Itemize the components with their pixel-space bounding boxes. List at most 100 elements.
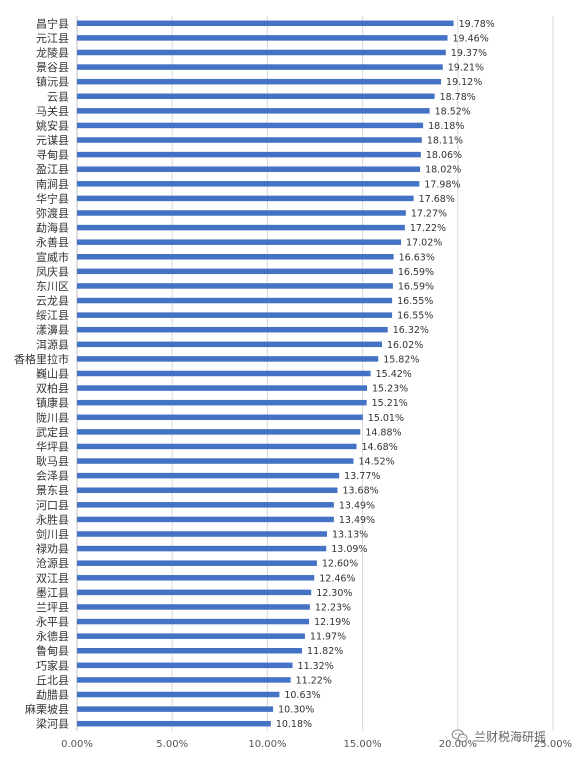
value-label: 12.30% (316, 588, 352, 599)
category-label: 永善县 (36, 235, 69, 249)
value-label: 15.42% (376, 369, 412, 380)
value-label: 17.02% (406, 238, 442, 249)
value-label: 18.18% (428, 121, 464, 132)
value-label: 19.37% (451, 48, 487, 59)
bar (77, 502, 334, 508)
value-label: 11.32% (298, 661, 334, 672)
value-label: 18.52% (435, 106, 471, 117)
value-label: 10.18% (276, 719, 312, 730)
x-tick-label: 15.00% (344, 739, 382, 750)
category-label: 宣威市 (36, 250, 69, 264)
value-label: 16.02% (387, 340, 423, 351)
value-label: 17.68% (419, 194, 455, 205)
value-label: 15.82% (383, 354, 419, 365)
bar (77, 108, 430, 114)
value-label: 16.59% (398, 281, 434, 292)
category-label: 沧源县 (36, 556, 69, 570)
category-label: 剑川县 (36, 527, 69, 541)
bar (77, 224, 405, 231)
category-label: 永德县 (36, 629, 69, 643)
category-label: 兰坪县 (36, 601, 69, 614)
category-label: 河口县 (36, 499, 69, 512)
value-label: 13.13% (332, 530, 368, 541)
category-label: 盈江县 (36, 163, 69, 176)
bar (77, 297, 393, 304)
bar (77, 254, 394, 260)
bar (77, 122, 424, 129)
category-label: 云县 (47, 90, 69, 103)
value-label: 12.19% (314, 617, 350, 628)
category-label: 镇沅县 (36, 75, 69, 89)
bar (77, 341, 383, 348)
value-label: 13.49% (339, 515, 375, 526)
bar (77, 604, 310, 610)
category-label: 镇康县 (36, 396, 69, 410)
category-label: 凤庆县 (36, 264, 69, 278)
category-label: 龙陵县 (36, 46, 69, 59)
bar (77, 691, 280, 698)
category-label: 梁河县 (36, 717, 69, 731)
bar (77, 677, 291, 683)
bar (77, 64, 443, 70)
category-label: 景东县 (36, 484, 69, 497)
x-tick-label: 20.00% (439, 739, 477, 750)
bar (77, 633, 305, 639)
bar (77, 662, 293, 669)
value-label: 14.68% (362, 442, 398, 453)
value-labels: 19.78% 19.46% 19.37% 19.21% 19.12% 18.78% 18.5… (276, 19, 495, 730)
category-label: 勐海县 (36, 221, 69, 235)
category-label: 丘北县 (36, 674, 69, 687)
x-tick-label: 25.00% (534, 739, 572, 750)
category-label: 麻栗坡县 (25, 702, 69, 716)
category-label: 华坪县 (36, 439, 69, 453)
bar (77, 181, 420, 187)
bar (77, 414, 363, 421)
bar (77, 385, 367, 391)
x-tick-label: 0.00% (61, 739, 93, 750)
category-label: 云龙县 (36, 295, 69, 308)
bar (77, 268, 393, 275)
bar (77, 35, 448, 41)
bar (77, 575, 315, 581)
value-label: 12.60% (322, 559, 358, 570)
category-label: 洱源县 (36, 337, 69, 351)
category-label: 元江县 (36, 32, 69, 45)
value-label: 18.06% (426, 150, 462, 161)
value-label: 15.21% (372, 398, 408, 409)
bar (77, 545, 327, 552)
x-axis-tick-labels: 0.00% 5.00% 10.00% 15.00% 20.00% 25.00% (61, 739, 572, 750)
value-label: 14.52% (358, 457, 394, 468)
category-label: 元谋县 (36, 134, 69, 147)
category-label: 鲁甸县 (36, 644, 69, 658)
value-label: 11.97% (310, 632, 346, 643)
category-label: 勐腊县 (36, 689, 69, 702)
bar (77, 618, 310, 625)
value-label: 18.02% (425, 165, 461, 176)
category-label: 寻甸县 (36, 149, 69, 162)
bar (77, 560, 317, 566)
bar (77, 356, 379, 362)
watermark-text: 兰财税海研摇 (474, 729, 547, 744)
value-label: 18.11% (427, 136, 463, 147)
watermark: 兰财税海研摇 (451, 726, 546, 746)
category-label: 武定县 (36, 425, 69, 439)
category-label: 双江县 (36, 572, 69, 585)
value-label: 13.68% (342, 486, 378, 497)
category-label: 昌宁县 (36, 16, 69, 30)
category-label: 东川区 (36, 280, 69, 293)
bar (77, 370, 371, 377)
value-label: 16.55% (397, 311, 433, 322)
bar (77, 589, 312, 596)
bar (77, 93, 435, 100)
bar (77, 720, 271, 727)
bar (77, 706, 274, 712)
category-labels: 昌宁县元江县龙陵县景谷县镇沅县云县马关县姚安县元谋县寻甸县盈江县南涧县华宁县弥渡… (14, 16, 69, 730)
category-label: 耿马县 (36, 454, 69, 468)
bar (77, 326, 388, 333)
value-label: 17.98% (424, 179, 460, 190)
category-label: 巧家县 (36, 658, 69, 672)
bar (77, 443, 357, 450)
category-label: 华宁县 (36, 191, 69, 205)
value-label: 14.88% (365, 427, 401, 438)
